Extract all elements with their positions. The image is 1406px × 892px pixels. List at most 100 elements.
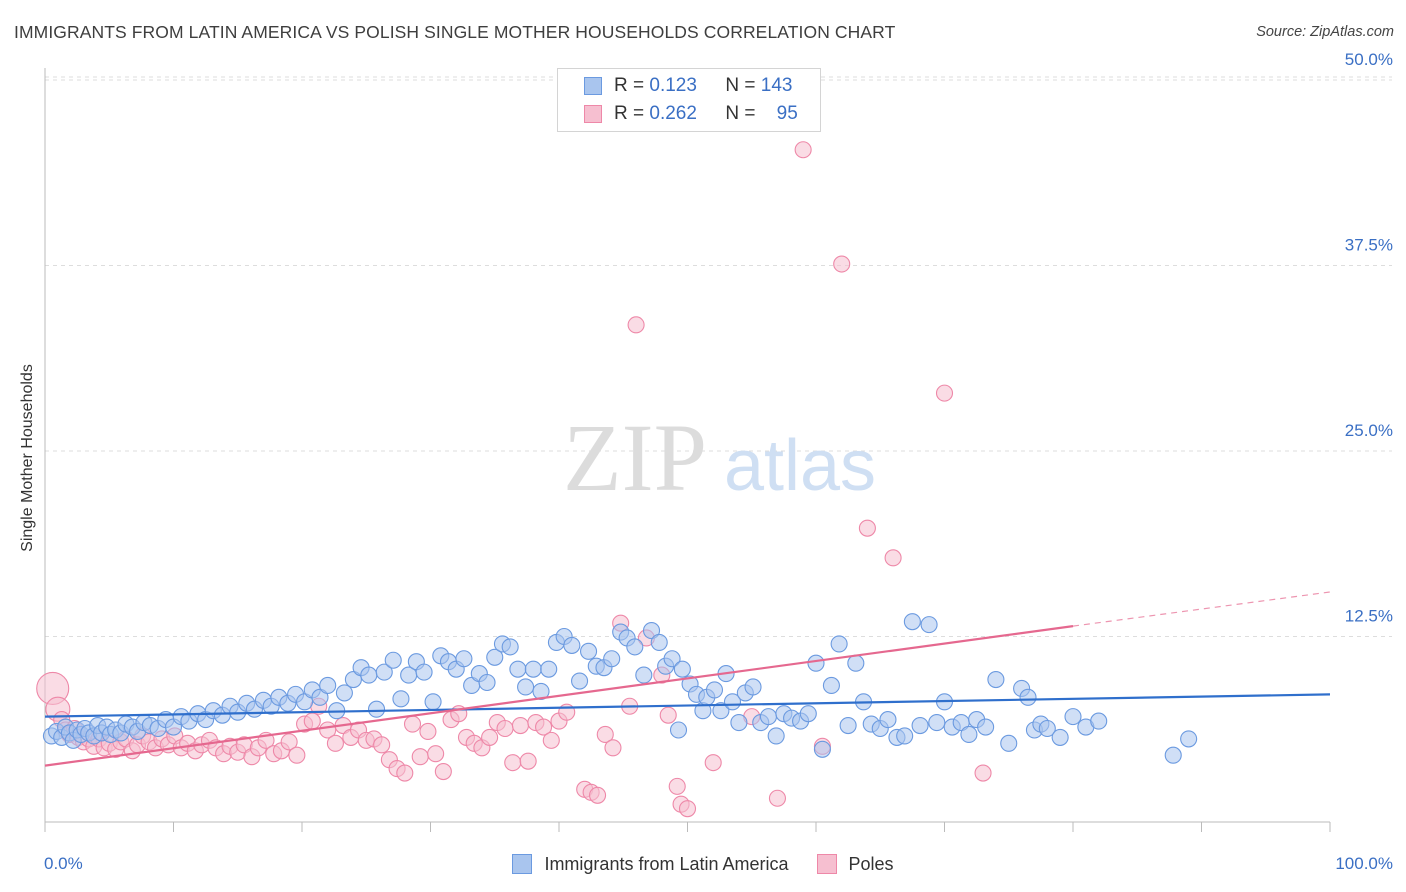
n-value: 95 xyxy=(776,103,798,124)
latin-america-point xyxy=(896,727,914,745)
watermark-atlas: atlas xyxy=(724,426,876,506)
latin-america-point xyxy=(879,711,897,729)
latin-america-point xyxy=(1164,746,1182,764)
poles-point xyxy=(396,764,414,782)
x-tick-label: 100.0% xyxy=(1335,854,1393,873)
latin-america-point xyxy=(580,642,598,660)
poles-point xyxy=(704,754,722,772)
latin-america-point xyxy=(384,651,402,669)
y-axis-label: Single Mother Households xyxy=(19,364,36,552)
y-tick-label: 25.0% xyxy=(1345,421,1393,440)
poles-point xyxy=(481,728,499,746)
poles-point xyxy=(434,762,452,781)
latin-america-point xyxy=(392,690,410,708)
poles-point xyxy=(511,716,530,735)
latin-america-point xyxy=(540,660,558,678)
latin-america-point xyxy=(759,708,778,726)
poles-point xyxy=(427,745,445,763)
poles-point xyxy=(519,752,537,770)
latin-america-point xyxy=(478,673,496,692)
legend-item-poles: Poles xyxy=(816,854,894,875)
latin-america-point xyxy=(813,740,831,758)
latin-america-point xyxy=(920,616,938,634)
latin-america-point xyxy=(663,650,681,668)
poles-point xyxy=(794,141,812,159)
y-tick-label: 37.5% xyxy=(1345,236,1393,255)
latin-america-point xyxy=(319,676,337,695)
r-value: 0.123 xyxy=(649,75,697,96)
latin-america-point xyxy=(375,663,393,681)
latin-america-point xyxy=(650,633,668,651)
poles-point xyxy=(588,786,607,804)
latin-america-point xyxy=(501,638,519,656)
poles-point xyxy=(659,706,677,724)
r-value: 0.262 xyxy=(649,103,697,124)
watermark: ZIP atlas xyxy=(563,404,876,511)
latin-america-point xyxy=(344,670,362,689)
r-label: R = xyxy=(614,103,645,124)
latin-america-point xyxy=(1038,719,1056,738)
tick-labels: 12.5% 25.0% 37.5% 50.0% 0.0% 100.0% xyxy=(44,50,1393,873)
poles-point xyxy=(604,739,622,757)
legend-swatch-blue xyxy=(512,854,533,874)
stats-legend: R = 0.123 N = 143 R = 0.262 N = 95 xyxy=(557,68,821,132)
latin-america-point xyxy=(311,688,329,706)
source-label: Source: ZipAtlas.com xyxy=(1256,24,1394,40)
x-tick-label: 0.0% xyxy=(44,854,83,873)
series-legend: Immigrants from Latin America Poles xyxy=(0,851,1406,877)
legend-swatch-pink xyxy=(816,854,837,874)
latin-america-point xyxy=(960,725,978,743)
latin-america-point xyxy=(977,718,995,736)
swatch-blue xyxy=(584,77,602,95)
poles-point xyxy=(303,712,321,730)
latin-america-point xyxy=(626,638,644,656)
legend-label: Immigrants from Latin America xyxy=(544,853,789,874)
latin-america-point xyxy=(807,654,825,672)
latin-america-point xyxy=(571,672,589,690)
y-tick-label: 12.5% xyxy=(1345,607,1393,626)
poles-points xyxy=(36,141,992,818)
latin-america-point xyxy=(673,660,691,678)
poles-point xyxy=(678,800,697,818)
latin-america-point xyxy=(730,714,748,732)
poles-point xyxy=(833,255,851,273)
latin-america-point xyxy=(1000,734,1018,752)
latin-america-point xyxy=(669,721,688,739)
poles-point xyxy=(504,754,522,772)
latin-america-point xyxy=(911,716,929,735)
poles-point xyxy=(419,722,437,741)
latin-america-point xyxy=(335,684,353,702)
latin-america-point xyxy=(415,663,433,681)
legend-item-latin-america: Immigrants from Latin America xyxy=(512,853,789,875)
r-label: R = xyxy=(614,75,645,96)
latin-america-point xyxy=(486,648,504,666)
n-value: 143 xyxy=(760,75,793,96)
latin-america-point xyxy=(767,727,785,745)
poles-point xyxy=(768,789,787,807)
grid-lines xyxy=(45,76,1392,637)
latin-america-point xyxy=(509,660,527,678)
latin-america-point xyxy=(635,666,653,684)
latin-america-point xyxy=(524,660,542,678)
poles-point xyxy=(627,316,645,334)
latin-america-point xyxy=(744,678,762,696)
latin-america-point xyxy=(360,666,378,684)
poles-point xyxy=(935,384,954,402)
poles-point xyxy=(373,736,391,754)
poles-point xyxy=(974,764,992,782)
latin-america-points xyxy=(42,613,1198,764)
latin-america-point xyxy=(1090,712,1108,730)
y-tick-label: 50.0% xyxy=(1345,50,1393,69)
stats-row-latin-america: R = 0.123 N = 143 xyxy=(584,74,792,98)
poles-point xyxy=(858,519,876,537)
poles-point xyxy=(884,549,902,567)
latin-america-point xyxy=(822,676,840,695)
latin-america-point xyxy=(424,693,442,711)
poles-point xyxy=(535,718,553,736)
latin-america-point xyxy=(1019,688,1037,706)
latin-america-point xyxy=(830,635,848,653)
poles-point xyxy=(411,748,429,766)
latin-america-point xyxy=(455,650,473,668)
trend-lines xyxy=(44,591,1331,767)
latin-america-point xyxy=(642,622,661,640)
